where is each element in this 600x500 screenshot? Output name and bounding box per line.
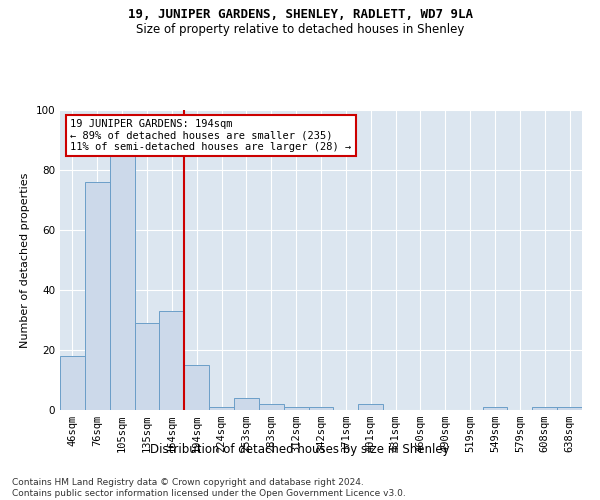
Bar — [482, 407, 508, 410]
Bar — [234, 398, 259, 410]
Text: Size of property relative to detached houses in Shenley: Size of property relative to detached ho… — [136, 22, 464, 36]
Text: 19, JUNIPER GARDENS, SHENLEY, RADLETT, WD7 9LA: 19, JUNIPER GARDENS, SHENLEY, RADLETT, W… — [128, 8, 473, 20]
Bar — [358, 404, 383, 410]
Bar — [160, 311, 184, 410]
Bar — [110, 155, 134, 410]
Bar — [85, 182, 110, 410]
Bar — [532, 407, 557, 410]
Bar — [209, 407, 234, 410]
Y-axis label: Number of detached properties: Number of detached properties — [20, 172, 30, 348]
Bar — [557, 407, 582, 410]
Text: Contains HM Land Registry data © Crown copyright and database right 2024.
Contai: Contains HM Land Registry data © Crown c… — [12, 478, 406, 498]
Bar — [60, 356, 85, 410]
Bar — [134, 323, 160, 410]
Bar — [308, 407, 334, 410]
Text: 19 JUNIPER GARDENS: 194sqm
← 89% of detached houses are smaller (235)
11% of sem: 19 JUNIPER GARDENS: 194sqm ← 89% of deta… — [70, 119, 352, 152]
Text: Distribution of detached houses by size in Shenley: Distribution of detached houses by size … — [150, 442, 450, 456]
Bar — [184, 365, 209, 410]
Bar — [259, 404, 284, 410]
Bar — [284, 407, 308, 410]
